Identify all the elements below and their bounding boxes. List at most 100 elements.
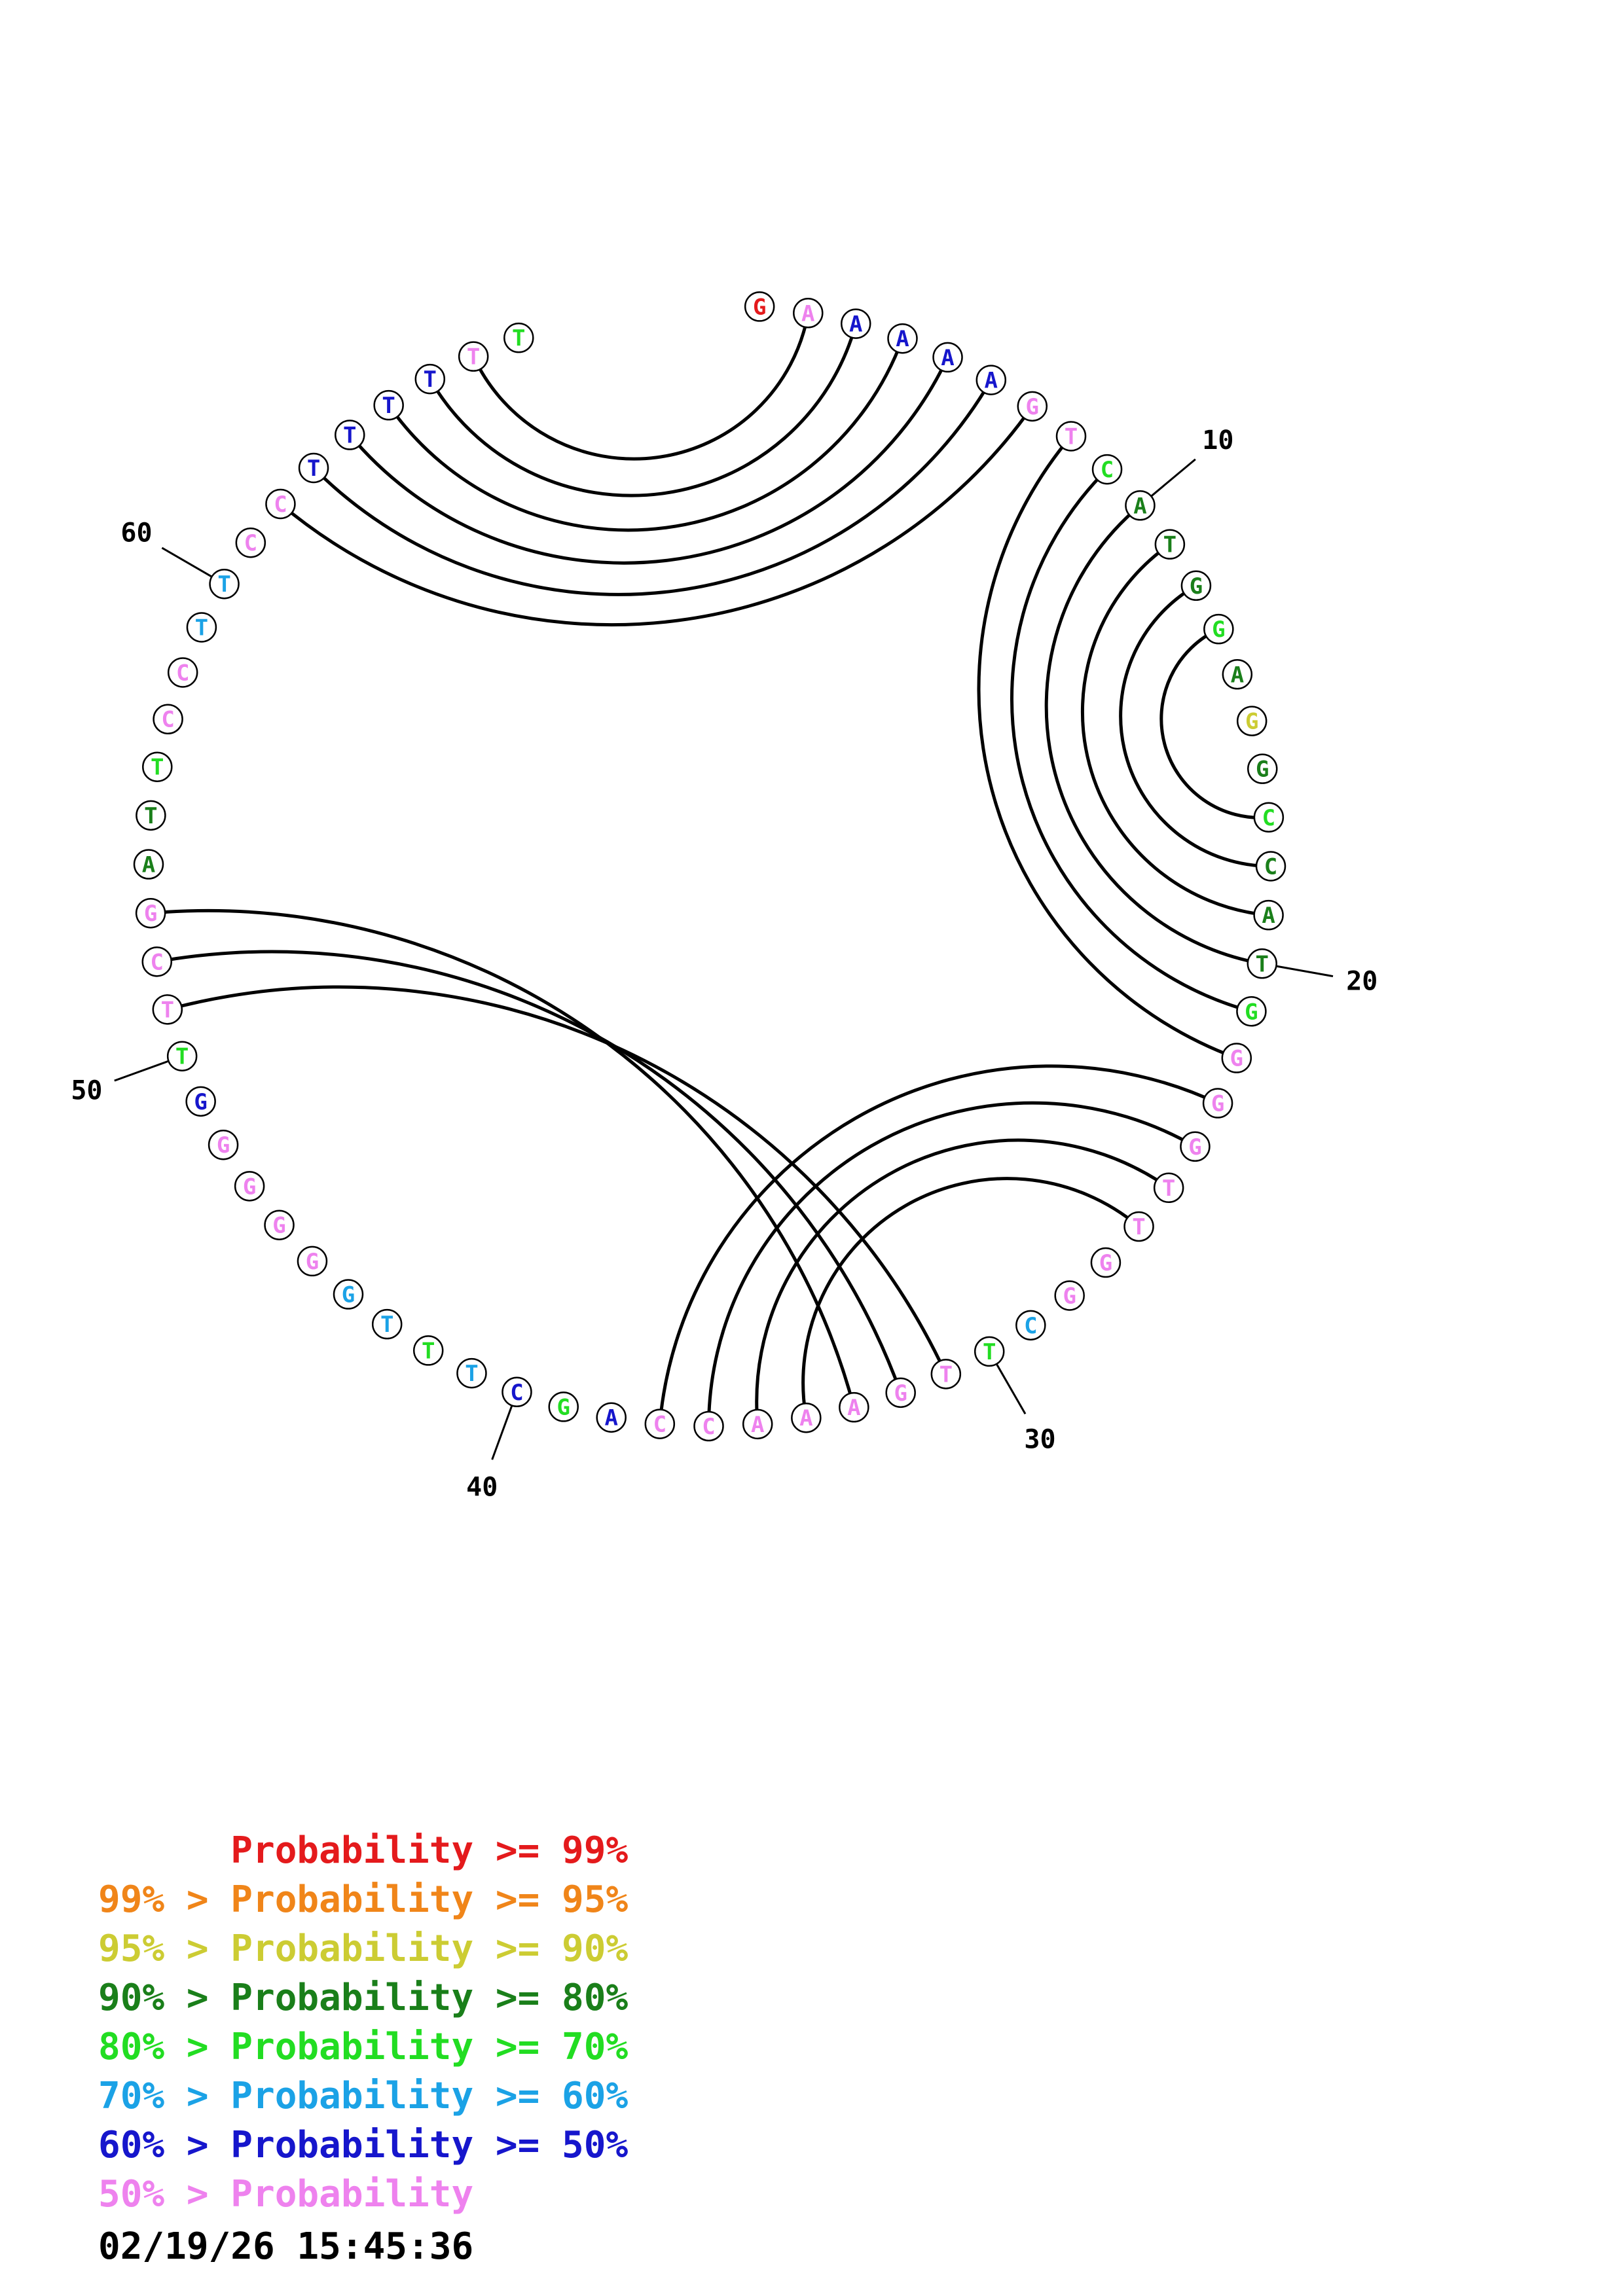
base-circle bbox=[887, 323, 918, 354]
base-circle bbox=[1247, 753, 1278, 784]
base-node-16: G bbox=[1247, 753, 1278, 784]
base-node-21: G bbox=[1236, 996, 1267, 1027]
base-nodes: G A AAAAGTCATGGAGGCCATGGGGTTGGCTTGAAACCAGC… bbox=[133, 291, 1286, 1442]
base-letter: G bbox=[194, 1089, 207, 1115]
base-circle bbox=[142, 751, 173, 782]
base-letter: C bbox=[653, 1412, 666, 1438]
base-node-3: A bbox=[841, 308, 871, 339]
base-node-64: T bbox=[335, 420, 365, 450]
tick-marks: 10 20 30 40 50 60 bbox=[71, 425, 1377, 1503]
base-node-22: G bbox=[1221, 1043, 1252, 1073]
base-node-59: T bbox=[186, 612, 217, 643]
base-circle bbox=[234, 1171, 265, 1202]
base-circle bbox=[1091, 454, 1123, 485]
probability-legend: Probability >= 99% 99% > Probability >= 9… bbox=[98, 1826, 628, 2219]
base-letter: G bbox=[1190, 573, 1203, 600]
base-node-38: A bbox=[596, 1402, 627, 1433]
base-node-4: A bbox=[887, 323, 918, 354]
base-letter: G bbox=[1063, 1283, 1076, 1309]
base-circle bbox=[1154, 529, 1186, 560]
base-node-25: T bbox=[1153, 1172, 1184, 1204]
base-circle bbox=[297, 1246, 328, 1277]
tick-label-50: 50 bbox=[71, 1075, 102, 1105]
base-node-36: C bbox=[693, 1410, 724, 1442]
pair-arc-23-37 bbox=[658, 1064, 1219, 1424]
base-node-34: A bbox=[791, 1402, 822, 1433]
base-node-49: G bbox=[185, 1086, 216, 1117]
base-circle bbox=[1015, 1310, 1046, 1341]
base-circle bbox=[458, 341, 489, 372]
base-node-29: C bbox=[1015, 1310, 1046, 1341]
base-node-41: T bbox=[456, 1357, 487, 1389]
pair-arc-2-67 bbox=[471, 312, 810, 461]
base-letter: T bbox=[424, 367, 437, 393]
base-node-33: A bbox=[839, 1391, 869, 1423]
pair-arc-6-63 bbox=[312, 379, 993, 596]
base-letter: T bbox=[382, 393, 395, 419]
base-letter: A bbox=[1133, 493, 1146, 519]
base-node-60: T bbox=[209, 568, 240, 600]
base-node-55: T bbox=[136, 800, 166, 831]
legend-entry-1: Probability >= 99% bbox=[98, 1829, 629, 1872]
base-circle bbox=[264, 1210, 295, 1240]
base-letter: A bbox=[604, 1405, 617, 1431]
base-node-47: G bbox=[234, 1171, 265, 1202]
base-letter: C bbox=[1024, 1313, 1037, 1339]
base-letter: G bbox=[1026, 394, 1039, 420]
base-node-8: T bbox=[1055, 421, 1087, 452]
base-node-54: A bbox=[133, 849, 164, 880]
base-letter: A bbox=[751, 1412, 764, 1438]
base-circle bbox=[793, 298, 824, 329]
tick-line-60 bbox=[161, 547, 213, 578]
base-letter: A bbox=[847, 1395, 860, 1421]
timestamp: 02/19/26 15:45:36 bbox=[98, 2225, 474, 2268]
base-letter: T bbox=[1255, 951, 1268, 977]
tick-label-20: 20 bbox=[1346, 966, 1377, 996]
pair-arc-11-19 bbox=[1080, 543, 1269, 917]
base-circle bbox=[1125, 490, 1156, 521]
base-circle bbox=[1247, 948, 1277, 979]
base-circle bbox=[166, 1041, 198, 1071]
base-letter: G bbox=[217, 1132, 230, 1158]
base-letter: A bbox=[941, 345, 954, 371]
base-letter: T bbox=[161, 997, 174, 1023]
base-letter: G bbox=[243, 1174, 256, 1200]
tick-label-60: 60 bbox=[120, 518, 152, 548]
base-circle bbox=[208, 1129, 239, 1160]
base-letter: A bbox=[849, 312, 862, 338]
base-letter: G bbox=[753, 294, 766, 320]
base-letter: T bbox=[151, 755, 164, 781]
base-circle bbox=[976, 365, 1007, 395]
base-circle bbox=[1222, 659, 1253, 690]
pair-arc-7-62 bbox=[279, 405, 1034, 627]
legend-entry-8: 50% > Probability bbox=[98, 2173, 474, 2215]
base-node-28: G bbox=[1054, 1280, 1085, 1311]
base-circle bbox=[744, 291, 775, 322]
base-node-14: A bbox=[1222, 659, 1253, 690]
base-node-9: C bbox=[1091, 454, 1123, 485]
tick-line-40 bbox=[491, 1405, 513, 1460]
base-letter: T bbox=[195, 615, 208, 641]
base-circle bbox=[185, 1086, 216, 1117]
base-node-57: C bbox=[153, 704, 183, 734]
base-circle bbox=[1255, 851, 1286, 882]
legend-entry-4: 90% > Probability >= 80% bbox=[98, 1977, 629, 2019]
base-letter: A bbox=[1231, 662, 1244, 688]
base-letter: T bbox=[380, 1312, 393, 1338]
tick-line-20 bbox=[1276, 965, 1334, 978]
base-circle bbox=[503, 322, 534, 353]
base-circle bbox=[1221, 1043, 1252, 1073]
base-circle bbox=[412, 1335, 444, 1366]
base-circle bbox=[298, 452, 329, 484]
base-node-6: A bbox=[976, 365, 1007, 395]
base-circle bbox=[885, 1377, 916, 1408]
base-letter: G bbox=[306, 1249, 319, 1275]
base-node-5: A bbox=[932, 342, 963, 373]
base-letter: T bbox=[144, 803, 157, 829]
base-circle bbox=[1153, 1172, 1184, 1204]
pair-arc-10-20 bbox=[1044, 504, 1263, 965]
base-circle bbox=[265, 488, 296, 520]
base-node-67: T bbox=[458, 341, 489, 372]
base-node-50: T bbox=[166, 1041, 198, 1071]
base-node-42: T bbox=[412, 1335, 444, 1366]
